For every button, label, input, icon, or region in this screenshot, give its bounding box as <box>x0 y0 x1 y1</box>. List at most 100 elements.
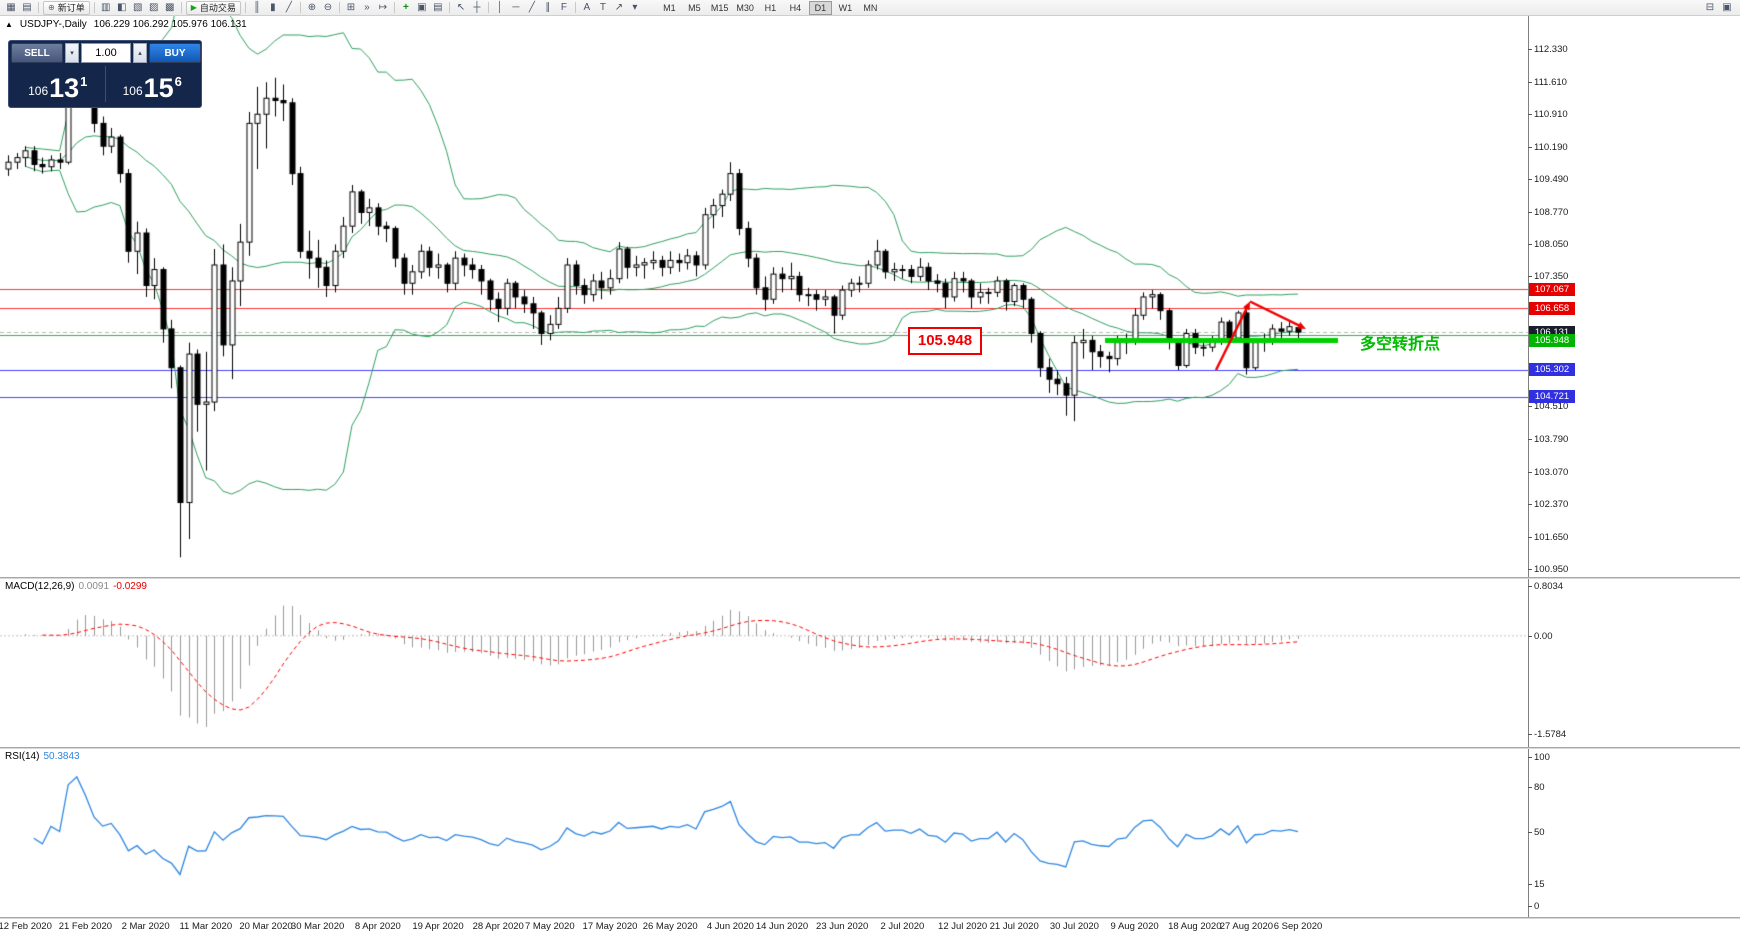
date-axis-label: 26 May 2020 <box>642 921 698 932</box>
buy-price-whole: 106 <box>122 84 143 98</box>
buy-button[interactable]: BUY <box>149 43 201 63</box>
auto-trading-button[interactable]: ▶ 自动交易 <box>185 0 241 15</box>
date-axis-label: 7 May 2020 <box>524 921 575 932</box>
tile-windows-icon[interactable]: ⊞ <box>346 2 356 13</box>
symbol-collapse-icon[interactable]: ▲ <box>5 20 13 29</box>
axis-tick-label: 104.510 <box>1534 401 1569 413</box>
sell-price[interactable]: 106 13 1 <box>11 63 105 105</box>
trendline-icon[interactable]: ╱ <box>528 2 535 13</box>
axis-tick-label: 100 <box>1534 752 1550 763</box>
templates-icon[interactable]: ▤ <box>433 2 443 13</box>
bar-chart-icon[interactable]: ║ <box>253 2 261 13</box>
timeframe-m15-button[interactable]: M15 <box>710 2 729 13</box>
axis-tick-label: 103.790 <box>1534 434 1569 446</box>
axis-tick-label: 111.610 <box>1534 76 1567 88</box>
periods-icon[interactable]: ▣ <box>417 2 427 13</box>
auto-scroll-icon[interactable]: » <box>364 2 370 13</box>
indicators-icon[interactable]: + <box>402 2 409 13</box>
date-axis-label: 23 Jun 2020 <box>816 921 869 932</box>
timeframe-h4-button[interactable]: H4 <box>789 2 802 13</box>
macd-panel[interactable] <box>0 579 1528 747</box>
data-window-icon[interactable]: ◧ <box>116 2 127 13</box>
price-label-105.302: 105.302 <box>1529 363 1575 377</box>
candlestick-chart-icon[interactable]: ▮ <box>270 2 276 13</box>
arrows-icon[interactable]: ↗ <box>614 2 624 13</box>
channel-icon[interactable]: ∥ <box>545 2 551 13</box>
timeframe-m1-button[interactable]: M1 <box>663 2 676 13</box>
timeframe-d1-button[interactable]: D1 <box>808 0 832 15</box>
axis-tick-mark <box>1528 536 1532 538</box>
timeframe-m5-button[interactable]: M5 <box>688 2 701 13</box>
chart-shift-icon[interactable]: ↦ <box>378 2 388 13</box>
buy-price[interactable]: 106 15 6 <box>106 63 200 105</box>
axis-tick-mark <box>1528 406 1532 408</box>
axis-tick-mark <box>1528 81 1532 83</box>
sell-button[interactable]: SELL <box>11 43 63 63</box>
text-label-icon[interactable]: T <box>599 2 606 13</box>
rsi-panel[interactable] <box>0 749 1528 917</box>
timeframe-m30-button[interactable]: M30 <box>736 2 754 13</box>
axis-tick-label: 50 <box>1534 826 1545 838</box>
price-divider <box>104 66 106 102</box>
axis-tick-label: 0.00 <box>1534 630 1553 642</box>
date-axis-label: 19 Apr 2020 <box>412 921 464 932</box>
cursor-icon[interactable]: ↖ <box>456 2 466 13</box>
panel-divider[interactable] <box>0 747 1740 749</box>
arrows-dropdown-icon[interactable]: ▾ <box>632 2 638 13</box>
panel-divider[interactable] <box>0 917 1740 919</box>
fibonacci-icon[interactable]: F <box>560 2 567 13</box>
new-chart-icon[interactable]: ▦ <box>6 2 16 13</box>
volume-decrease-button[interactable]: ▾ <box>65 43 79 63</box>
toolbar-separator <box>448 2 450 13</box>
date-axis-label: 9 Aug 2020 <box>1110 921 1159 932</box>
vertical-line-icon[interactable]: │ <box>496 2 504 13</box>
buy-price-point: 6 <box>174 74 182 89</box>
axis-tick-mark <box>1528 586 1532 587</box>
timeframe-h1-button[interactable]: H1 <box>764 2 777 13</box>
axis-tick-mark <box>1528 503 1532 505</box>
toolbar-separator <box>487 2 489 13</box>
date-axis-label: 27 Aug 2020 <box>1219 921 1274 932</box>
axis-tick-label: 110.910 <box>1534 108 1568 120</box>
date-axis-label: 12 Jul 2020 <box>938 921 988 932</box>
axis-tick-mark <box>1528 471 1532 473</box>
navigator-icon[interactable]: ▧ <box>132 2 143 13</box>
toolbar-separator <box>244 2 246 13</box>
timeframe-mn-button[interactable]: MN <box>863 2 878 13</box>
date-axis-label: 2 Jul 2020 <box>880 921 925 932</box>
timeframe-w1-button[interactable]: W1 <box>838 2 853 13</box>
line-chart-icon[interactable]: ╱ <box>285 2 292 13</box>
terminal-icon[interactable]: ▨ <box>148 2 159 13</box>
restore-window-icon[interactable]: ▣ <box>1722 2 1732 13</box>
date-axis-label: 21 Feb 2020 <box>58 921 113 932</box>
zoom-out-icon[interactable]: ⊖ <box>323 2 333 13</box>
crosshair-icon[interactable]: ┼ <box>473 2 481 13</box>
date-axis-label: 14 Jun 2020 <box>755 921 809 932</box>
market-watch-icon[interactable]: ▥ <box>100 2 111 13</box>
dock-window-icon[interactable]: ⊟ <box>1705 2 1715 13</box>
axis-tick-label: 110.190 <box>1534 141 1568 153</box>
zoom-in-icon[interactable]: ⊕ <box>307 2 317 13</box>
chart-title: ▲ USDJPY-,Daily 106.229 106.292 105.976 … <box>5 19 247 30</box>
buy-price-pips: 15 <box>143 73 174 104</box>
axis-tick-label: 100.950 <box>1534 563 1569 575</box>
price-label-105.948: 105.948 <box>1529 333 1575 347</box>
toolbar-separator <box>338 2 340 13</box>
profiles-icon[interactable]: ▤ <box>22 2 32 13</box>
axis-tick-label: 0.8034 <box>1534 581 1564 592</box>
new-order-button[interactable]: ⊕ 新订单 <box>43 0 90 15</box>
panel-divider[interactable] <box>0 577 1740 579</box>
horizontal-line-icon[interactable]: ─ <box>512 2 520 13</box>
strategy-tester-icon[interactable]: ▩ <box>164 2 175 13</box>
support-price-annotation: 105.948 <box>908 327 982 355</box>
axis-tick-mark <box>1528 568 1532 570</box>
toolbar-right-group: ⊟ ▣ <box>1703 1 1734 14</box>
axis-tick-mark <box>1528 276 1532 278</box>
text-icon[interactable]: A <box>583 2 591 13</box>
timeframe-group: M1 M5 M15 M30 H1 H4 D1 W1 MN <box>658 0 882 15</box>
sell-price-pips: 13 <box>49 73 80 104</box>
axis-tick-mark <box>1528 244 1532 246</box>
volume-input[interactable] <box>81 43 131 63</box>
volume-increase-button[interactable]: ▴ <box>133 43 147 63</box>
main-chart[interactable] <box>0 16 1528 577</box>
